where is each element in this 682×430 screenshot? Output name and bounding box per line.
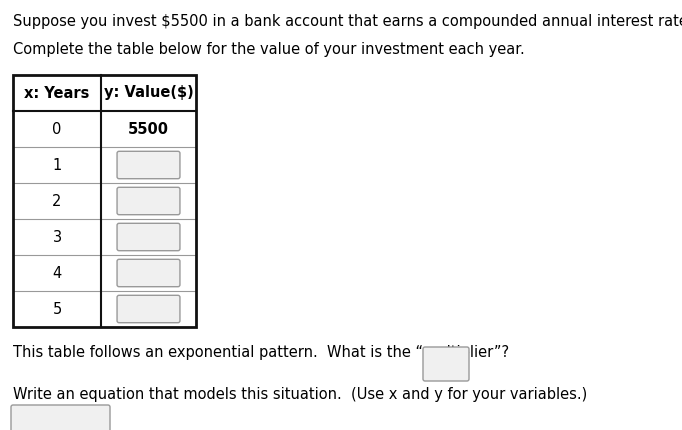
FancyBboxPatch shape (423, 347, 469, 381)
FancyBboxPatch shape (117, 295, 180, 322)
Text: Write an equation that models this situation.  (Use x and y for your variables.): Write an equation that models this situa… (13, 387, 587, 402)
Text: This table follows an exponential pattern.  What is the “multiplier”?: This table follows an exponential patter… (13, 345, 509, 360)
Text: 0: 0 (53, 122, 61, 136)
Text: 2: 2 (53, 194, 61, 209)
FancyBboxPatch shape (117, 151, 180, 179)
Text: 4: 4 (53, 265, 61, 280)
FancyBboxPatch shape (117, 259, 180, 287)
Text: x: Years: x: Years (25, 86, 90, 101)
Text: Complete the table below for the value of your investment each year.: Complete the table below for the value o… (13, 42, 524, 57)
Text: 3: 3 (53, 230, 61, 245)
Text: y: Value($): y: Value($) (104, 86, 194, 101)
FancyBboxPatch shape (117, 187, 180, 215)
Text: Suppose you invest $5500 in a bank account that earns a compounded annual intere: Suppose you invest $5500 in a bank accou… (13, 14, 682, 29)
Bar (13, 75, 196, 327)
FancyBboxPatch shape (11, 405, 110, 430)
Text: 5500: 5500 (128, 122, 169, 136)
Text: 5: 5 (53, 301, 61, 316)
FancyBboxPatch shape (117, 223, 180, 251)
Text: 1: 1 (53, 157, 61, 172)
